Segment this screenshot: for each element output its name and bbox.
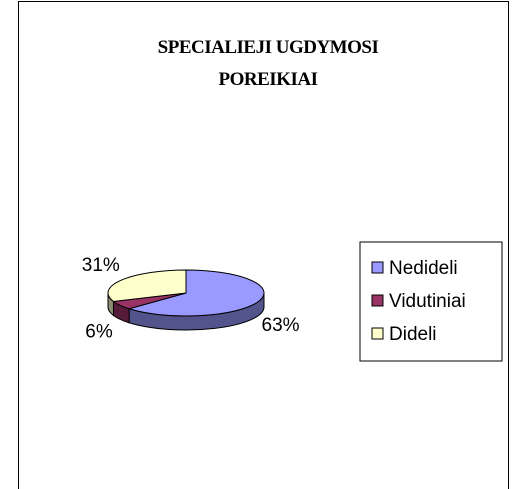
slice: [127, 269, 265, 317]
legend-box: [359, 241, 503, 362]
legend-label: Nedideli: [389, 258, 458, 279]
legend-swatch: [371, 327, 384, 340]
slice: [107, 269, 187, 302]
legend-swatch: [371, 294, 384, 307]
legend-label: Vidutiniai: [389, 291, 466, 312]
legend-label: Dideli: [389, 324, 437, 345]
data-label: 63%: [262, 315, 300, 336]
data-label: 31%: [82, 255, 120, 276]
data-label: 6%: [85, 322, 113, 343]
chart-title: SPECIALIEJI UGDYMOSI POREIKIAI: [157, 37, 379, 90]
legend-swatch: [371, 261, 384, 274]
chart-border: [18, 1, 509, 489]
